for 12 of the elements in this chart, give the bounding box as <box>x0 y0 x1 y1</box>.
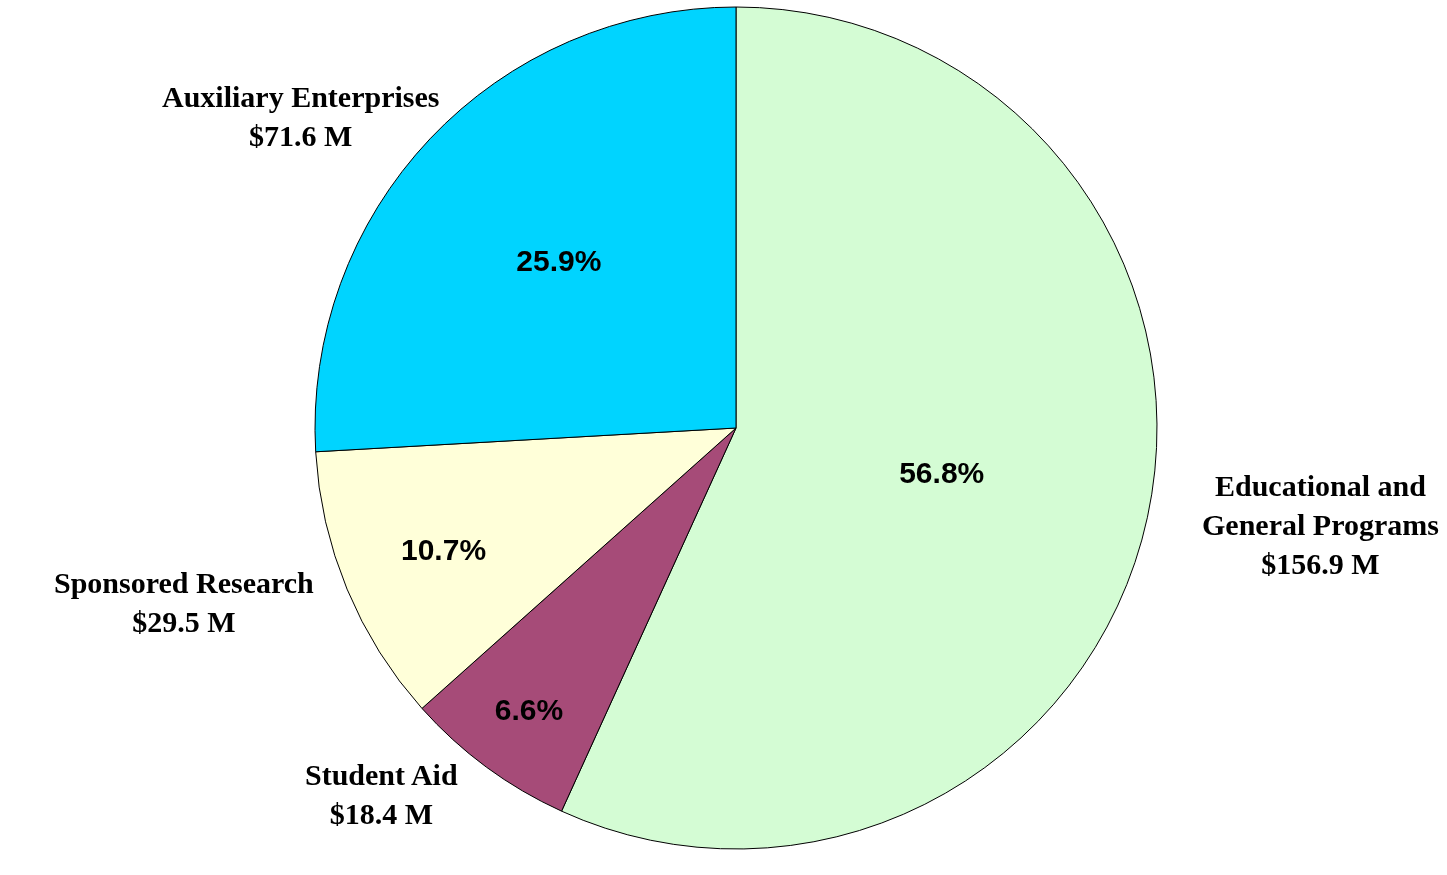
slice-label: Sponsored Research <box>54 566 315 599</box>
text: $29.5 M <box>132 605 236 638</box>
data-label: 10.7% <box>400 532 487 566</box>
text: $156.9 M <box>1261 547 1380 580</box>
data-label: 56.8% <box>899 456 985 490</box>
slice-label: Educational and General Programs <box>1202 469 1439 541</box>
data-label: 25.9% <box>516 244 602 278</box>
slice-label: Auxiliary Enterprises <box>162 80 440 113</box>
data-label: 6.6% <box>494 692 564 726</box>
text: $71.6 M <box>249 119 353 152</box>
text: $18.4 M <box>329 797 433 830</box>
slice-label: Student Aid <box>305 758 458 791</box>
